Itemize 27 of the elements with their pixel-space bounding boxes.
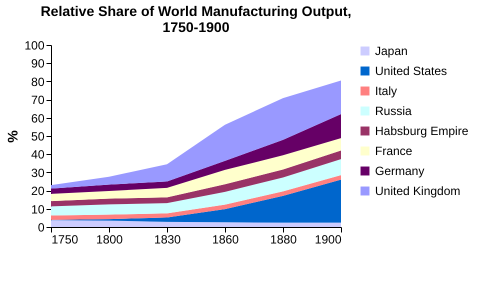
legend-label: United Kingdom [375, 184, 460, 198]
legend-label: United States [375, 64, 448, 78]
legend-label: Germany [375, 164, 424, 178]
y-tick-label: 0 [38, 220, 45, 234]
y-tick-label: 90 [31, 56, 45, 71]
y-tick-label: 60 [31, 111, 45, 126]
x-tick-label: 1830 [154, 232, 182, 246]
legend-label: Russia [375, 104, 412, 118]
legend-label: Italy [375, 84, 398, 98]
y-axis-title: % [4, 130, 20, 143]
y-tick-label: 50 [31, 130, 45, 144]
y-tick-label: 10 [31, 202, 45, 216]
y-tick-label: 20 [31, 184, 45, 198]
y-tick-label: 70 [31, 93, 45, 108]
x-tick-label: 1860 [212, 232, 240, 246]
y-tick-label: 100 [24, 38, 45, 52]
legend-label: France [375, 144, 413, 158]
y-tick-label: 30 [31, 166, 45, 180]
x-tick-label: 1750 [52, 232, 79, 246]
y-tick-label: 40 [31, 148, 45, 162]
chart-title: Relative Share of World Manufacturing Output, 1750-1900 [40, 3, 352, 35]
y-tick-label: 80 [31, 74, 45, 89]
x-tick-label: 1900 [314, 232, 342, 246]
legend-label: Habsburg Empire [375, 124, 469, 138]
x-tick-label: 1800 [96, 232, 124, 246]
legend-label: Japan [375, 44, 408, 58]
x-tick-label: 1880 [270, 232, 298, 246]
